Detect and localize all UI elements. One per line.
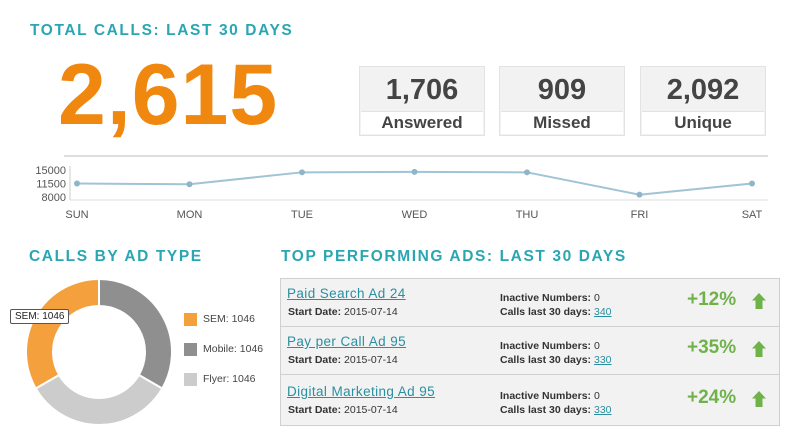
ad-inactive-numbers: Inactive Numbers: 0: [500, 340, 600, 352]
donut-tooltip: SEM: 1046: [10, 309, 70, 324]
chart-point[interactable]: [411, 168, 418, 175]
total-calls-value: 2,615: [58, 47, 279, 143]
start-date-label: Start Date:: [288, 306, 342, 318]
x-tick-label: SAT: [742, 209, 763, 221]
missed-value: 909: [537, 74, 587, 106]
ad-change-percent: +12%: [687, 289, 737, 310]
calls-label: Calls last 30 days:: [500, 354, 592, 366]
ad-calls-count: Calls last 30 days: 340: [500, 306, 612, 318]
ad-name-link[interactable]: Paid Search Ad 24: [287, 286, 406, 301]
total-calls-title: TOTAL CALLS: LAST 30 DAYS: [30, 22, 294, 39]
start-date-label: Start Date:: [288, 354, 342, 366]
legend-label-flyer: Flyer: 1046: [203, 373, 256, 385]
calls-series-line: [76, 170, 753, 196]
ad-start-date: Start Date: 2015-07-14: [288, 404, 398, 416]
ad-calls-count: Calls last 30 days: 330: [500, 354, 612, 366]
flyer-swatch: [184, 372, 197, 386]
sem-swatch: [184, 312, 197, 326]
chart-point[interactable]: [749, 180, 755, 187]
ad-start-date: Start Date: 2015-07-14: [288, 354, 398, 366]
inactive-value: 0: [593, 340, 600, 352]
chart-point[interactable]: [74, 180, 80, 187]
arrow-up-icon: [752, 341, 766, 357]
legend-item-flyer[interactable]: Flyer: 1046: [184, 371, 263, 387]
inactive-value: 0: [593, 292, 600, 304]
ad-calls-count: Calls last 30 days: 330: [500, 404, 612, 416]
ad-name-link[interactable]: Pay per Call Ad 95: [287, 334, 407, 349]
x-tick-label: THU: [516, 209, 539, 221]
missed-stat: 909 Missed: [499, 66, 625, 136]
ad-change-percent: +35%: [687, 337, 737, 358]
inactive-label: Inactive Numbers:: [500, 390, 592, 402]
start-date-value: 2015-07-14: [344, 354, 398, 366]
unique-stat: 2,092 Unique: [640, 66, 766, 136]
ad-type-donut-chart: [25, 277, 173, 426]
ad-start-date: Start Date: 2015-07-14: [288, 306, 398, 318]
unique-label: Unique: [642, 111, 764, 134]
inactive-value: 0: [593, 390, 600, 402]
y-tick-label: 8000: [42, 192, 66, 204]
missed-label: Missed: [501, 111, 623, 134]
ad-row: Paid Search Ad 24 Start Date: 2015-07-14…: [281, 279, 779, 327]
calls-link[interactable]: 330: [593, 404, 612, 416]
mobile-swatch: [184, 342, 197, 356]
answered-label: Answered: [361, 111, 483, 134]
chart-point[interactable]: [186, 181, 193, 188]
top-ads-table: Paid Search Ad 24 Start Date: 2015-07-14…: [280, 278, 780, 426]
inactive-label: Inactive Numbers:: [500, 292, 592, 304]
calls-link[interactable]: 340: [593, 306, 612, 318]
top-ads-title: TOP PERFORMING ADS: LAST 30 DAYS: [281, 248, 627, 265]
calls-label: Calls last 30 days:: [500, 306, 592, 318]
x-tick-label: FRI: [631, 209, 649, 221]
ad-inactive-numbers: Inactive Numbers: 0: [500, 390, 600, 402]
start-date-value: 2015-07-14: [344, 404, 398, 416]
x-tick-label: SUN: [65, 209, 88, 221]
donut-slice-flyer[interactable]: [34, 373, 164, 426]
answered-stat: 1,706 Answered: [359, 66, 485, 136]
answered-value: 1,706: [385, 74, 459, 106]
start-date-value: 2015-07-14: [344, 306, 398, 318]
legend-item-mobile[interactable]: Mobile: 1046: [184, 341, 263, 357]
legend-item-sem[interactable]: SEM: 1046: [184, 311, 263, 327]
calls-by-ad-type-title: CALLS BY AD TYPE: [29, 248, 203, 265]
donut-slice-mobile[interactable]: [98, 277, 173, 390]
x-tick-label: MON: [177, 209, 203, 221]
ad-row: Digital Marketing Ad 95 Start Date: 2015…: [281, 377, 779, 425]
x-tick-label: TUE: [291, 209, 313, 221]
x-tick-label: WED: [402, 209, 428, 221]
unique-value: 2,092: [666, 74, 740, 106]
calls-label: Calls last 30 days:: [500, 404, 592, 416]
start-date-label: Start Date:: [288, 404, 342, 416]
arrow-up-icon: [752, 391, 766, 407]
donut-legend: SEM: 1046 Mobile: 1046 Flyer: 1046: [184, 311, 263, 401]
y-tick-label: 15000: [35, 165, 66, 177]
y-tick-label: 11500: [36, 179, 66, 191]
arrow-up-icon: [752, 293, 766, 309]
legend-label-mobile: Mobile: 1046: [203, 343, 264, 355]
ad-row: Pay per Call Ad 95 Start Date: 2015-07-1…: [281, 327, 779, 375]
ad-change-percent: +24%: [687, 387, 737, 408]
chart-point[interactable]: [524, 169, 530, 176]
ad-name-link[interactable]: Digital Marketing Ad 95: [287, 384, 436, 399]
chart-point[interactable]: [299, 169, 305, 176]
legend-label-sem: SEM: 1046: [203, 313, 255, 325]
chart-point[interactable]: [636, 191, 643, 198]
ad-inactive-numbers: Inactive Numbers: 0: [500, 292, 600, 304]
inactive-label: Inactive Numbers:: [500, 340, 592, 352]
calls-link[interactable]: 330: [593, 354, 612, 366]
donut-slice-sem[interactable]: [25, 277, 100, 390]
